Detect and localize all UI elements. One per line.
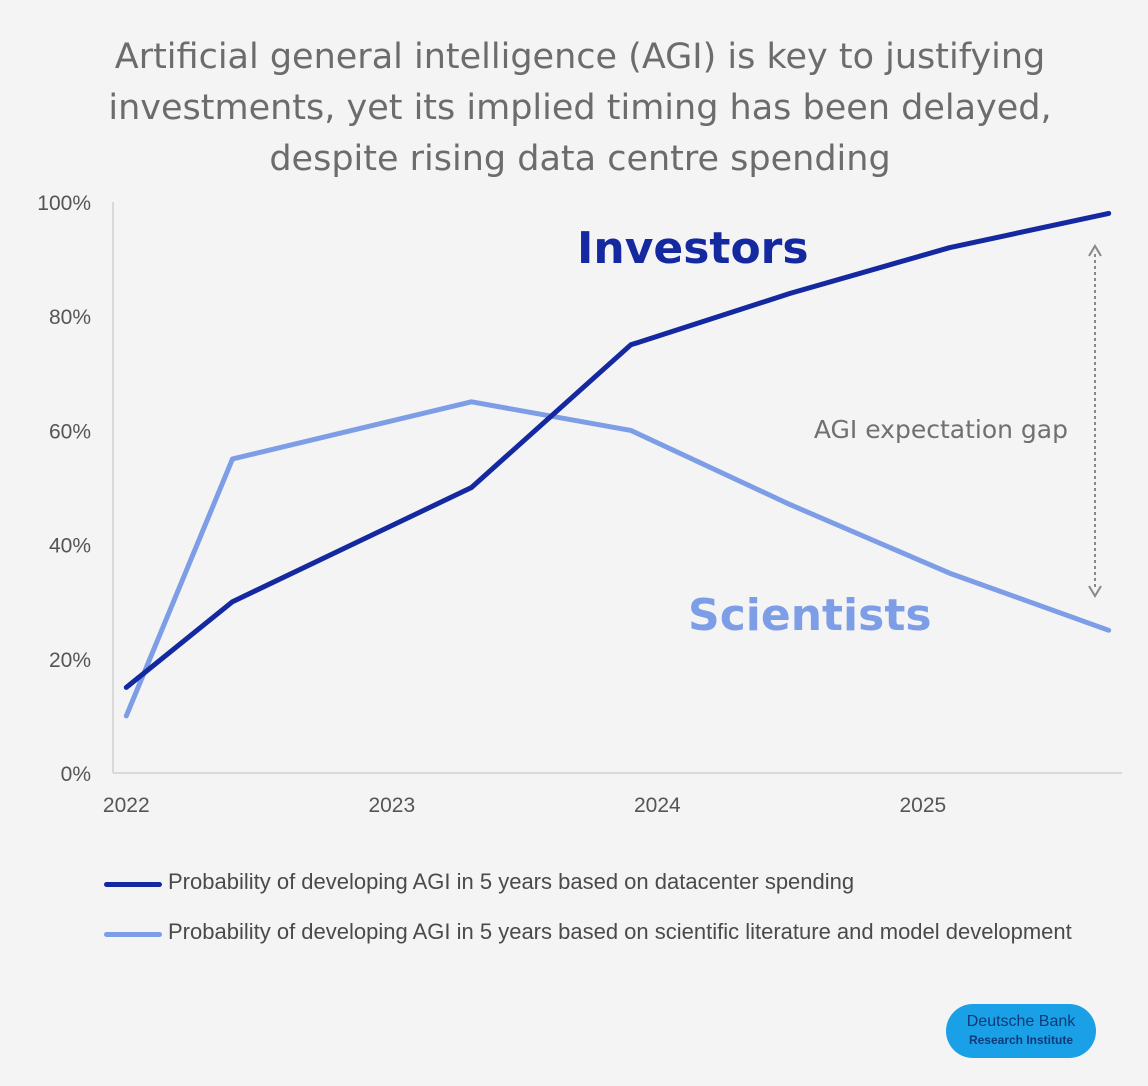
y-tick-label: 80% (49, 306, 91, 329)
x-tick-label: 2023 (368, 794, 415, 817)
source-logo-badge: Deutsche Bank Research Institute (946, 1004, 1096, 1058)
annotations: Investors Scientists AGI expectation gap (577, 223, 1102, 641)
series-label-investors: Investors (577, 223, 809, 274)
x-tick-label: 2025 (899, 794, 946, 817)
axes: 0% 20% 40% 60% 80% 100% 2022 2023 2024 2025 (37, 192, 1122, 817)
y-tick-label: 20% (49, 649, 91, 672)
source-logo-line1: Deutsche Bank (966, 1013, 1076, 1030)
y-tick-label: 40% (49, 535, 91, 558)
series-label-scientists: Scientists (688, 590, 932, 641)
gap-arrow-up-icon (1088, 244, 1102, 257)
chart-title: Artificial general intelligence (AGI) is… (108, 37, 1052, 179)
legend-label-investors: Probability of developing AGI in 5 years… (168, 869, 855, 894)
legend-swatch-scientists (104, 932, 162, 937)
legend-swatch-investors (104, 882, 162, 887)
y-tick-label: 0% (61, 763, 91, 786)
source-logo-line2: Research Institute (968, 1033, 1074, 1047)
legend-item-investors: Probability of developing AGI in 5 years… (104, 868, 1094, 896)
x-tick-label: 2022 (103, 794, 150, 817)
x-tick-label: 2024 (634, 794, 681, 817)
y-tick-label: 60% (49, 420, 91, 443)
series-line-scientists (123, 399, 1112, 719)
series-lines (123, 210, 1112, 719)
line-chart: 0% 20% 40% 60% 80% 100% 2022 2023 2024 2025 Inves… (37, 192, 1122, 817)
gap-arrow-down-icon (1088, 585, 1102, 598)
series-line-investors (123, 210, 1112, 690)
legend: Probability of developing AGI in 5 years… (104, 868, 1094, 968)
y-tick-label: 100% (37, 192, 91, 215)
legend-label-scientists: Probability of developing AGI in 5 years… (168, 919, 1072, 944)
gap-annotation-label: AGI expectation gap (814, 415, 1068, 444)
legend-item-scientists: Probability of developing AGI in 5 years… (104, 918, 1094, 946)
